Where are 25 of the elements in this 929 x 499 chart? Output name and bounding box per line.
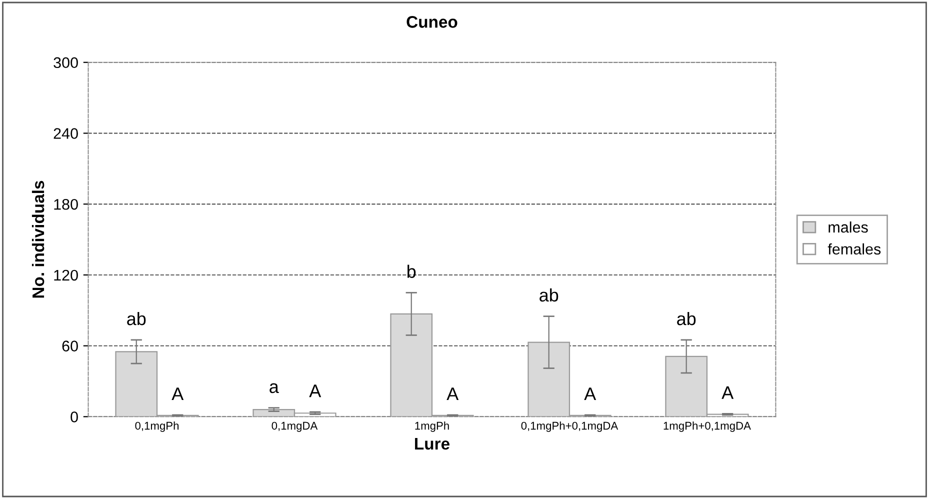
annotation: a bbox=[270, 383, 279, 394]
y-tick-label: 120 bbox=[54, 270, 78, 281]
annotation: A bbox=[722, 386, 734, 399]
y-tick-label: 0 bbox=[70, 412, 78, 422]
annotation: ab bbox=[540, 288, 558, 302]
x-tick-label: 0,1mgPh bbox=[135, 422, 179, 432]
y-tick-label: 300 bbox=[54, 57, 78, 68]
x-axis-title: Lure bbox=[415, 438, 450, 450]
x-tick-label: 1mgPh+0,1mgDA bbox=[664, 422, 751, 432]
legend-label: males bbox=[828, 221, 868, 233]
annotation: A bbox=[584, 388, 596, 400]
annotation: ab bbox=[127, 312, 146, 326]
annotation: ab bbox=[677, 312, 696, 326]
y-tick-label: 180 bbox=[54, 198, 78, 210]
y-axis-title: No. individuals bbox=[32, 180, 44, 298]
chart-title: Cuneo bbox=[406, 16, 458, 28]
annotation: A bbox=[446, 388, 459, 400]
x-tick-label: 0,1mgPh+0,1mgDA bbox=[521, 422, 618, 432]
x-tick-label: 1mgPh bbox=[415, 422, 449, 432]
annotation: A bbox=[309, 384, 322, 398]
x-tick-label: 0,1mgDA bbox=[272, 422, 318, 432]
y-tick-label: 60 bbox=[62, 340, 78, 352]
y-tick-label: 240 bbox=[54, 128, 78, 139]
annotation: A bbox=[172, 388, 184, 400]
legend-label: females bbox=[828, 243, 881, 255]
